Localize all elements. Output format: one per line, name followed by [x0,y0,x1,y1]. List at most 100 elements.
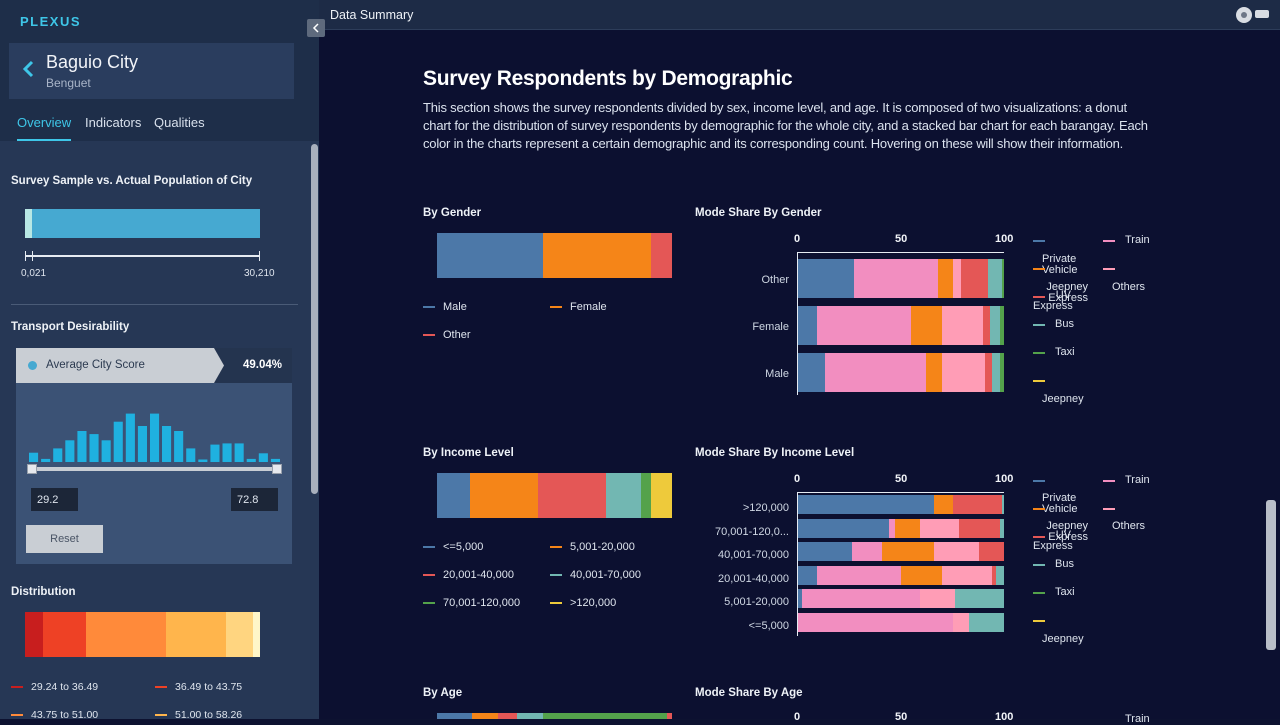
histogram-bar[interactable] [41,458,51,462]
histogram-bar[interactable] [137,426,147,462]
histogram-bar[interactable] [186,448,196,462]
mode-share-segment[interactable] [985,353,992,392]
share-segment[interactable] [606,473,642,518]
histogram-bar[interactable] [222,443,232,462]
range-max-input[interactable]: 72.8 [231,488,278,511]
histogram-bar[interactable] [270,458,280,462]
income-share-bar[interactable] [437,473,673,518]
range-min-input[interactable]: 29.2 [31,488,78,511]
mode-share-segment[interactable] [987,259,1002,298]
mode-share-income-chart[interactable] [798,495,1004,636]
distribution-band[interactable] [225,612,253,657]
histogram-bar[interactable] [77,431,87,462]
histogram-bar[interactable] [53,448,63,462]
share-segment[interactable] [469,473,539,518]
mode-share-segment[interactable] [798,612,953,632]
share-segment[interactable] [538,473,607,518]
mode-share-segment[interactable] [958,518,1000,538]
mode-share-segment[interactable] [989,306,1000,345]
histogram-bar[interactable] [234,443,244,462]
histogram-bar[interactable] [113,421,123,462]
mode-share-segment[interactable] [960,259,988,298]
mode-share-row[interactable] [798,612,1004,632]
histogram-bar[interactable] [246,458,256,462]
histogram-bar[interactable] [150,413,160,462]
mode-share-segment[interactable] [919,589,955,608]
mode-share-segment[interactable] [933,542,980,561]
sidebar-scrollbar[interactable] [311,144,318,494]
mode-share-segment[interactable] [991,565,996,585]
histogram-bar[interactable] [258,453,268,462]
share-segment[interactable] [437,233,543,278]
brand-logo[interactable]: PLEXUS [20,14,82,29]
share-segment[interactable] [437,713,473,719]
collapse-sidebar-button[interactable] [307,19,325,37]
histogram-bar[interactable] [125,413,135,462]
histogram-bar[interactable] [174,431,184,462]
mode-share-segment[interactable] [798,259,854,298]
mode-share-segment[interactable] [942,565,992,585]
mode-share-segment[interactable] [983,306,990,345]
histogram-bar[interactable] [101,440,111,462]
range-min-handle[interactable] [27,464,37,474]
mode-share-segment[interactable] [933,495,953,514]
mode-share-segment[interactable] [900,565,943,585]
mode-share-segment[interactable] [919,518,959,538]
mode-share-segment[interactable] [1001,259,1004,298]
mode-share-row[interactable] [798,565,1004,585]
mode-share-segment[interactable] [816,306,912,345]
tab-overview[interactable]: Overview [17,115,72,130]
mode-share-segment[interactable] [798,542,852,561]
share-segment[interactable] [437,473,470,518]
histogram-bar[interactable] [210,444,220,462]
mode-share-segment[interactable] [802,589,920,608]
share-segment[interactable] [650,233,672,278]
age-share-bar[interactable] [437,713,672,719]
mode-share-segment[interactable] [979,542,1004,561]
back-chevron-icon[interactable] [19,59,39,79]
share-segment[interactable] [472,713,499,719]
histogram-bar[interactable] [89,434,99,462]
mode-share-segment[interactable] [991,353,1000,392]
mode-share-segment[interactable] [894,518,920,538]
distribution-band[interactable] [86,612,166,657]
mode-share-segment[interactable] [999,306,1005,345]
mode-share-segment[interactable] [952,259,961,298]
histogram-bar[interactable] [162,426,172,462]
mode-share-segment[interactable] [798,518,889,538]
share-segment[interactable] [498,713,517,719]
share-segment[interactable] [516,713,543,719]
mode-share-row[interactable] [798,259,1004,298]
share-segment[interactable] [641,473,651,518]
mode-share-segment[interactable] [888,518,895,538]
range-track[interactable] [32,467,278,471]
mode-share-segment[interactable] [824,353,926,392]
mode-share-segment[interactable] [798,565,817,585]
mode-share-segment[interactable] [798,306,817,345]
mode-share-segment[interactable] [798,495,934,514]
reset-button[interactable]: Reset [26,525,103,553]
mode-share-row[interactable] [798,353,1004,392]
mode-share-segment[interactable] [851,542,883,561]
mode-share-segment[interactable] [925,353,943,392]
distribution-band[interactable] [166,612,226,657]
mode-share-segment[interactable] [968,612,1004,632]
mode-share-segment[interactable] [1001,495,1004,514]
share-segment[interactable] [542,713,668,719]
mode-share-row[interactable] [798,518,1004,538]
mode-share-segment[interactable] [798,353,825,392]
main-scrollbar[interactable] [1266,500,1276,650]
mode-share-segment[interactable] [816,565,901,585]
mode-share-segment[interactable] [853,259,939,298]
mode-share-segment[interactable] [995,565,1004,585]
gender-share-bar[interactable] [437,233,672,278]
range-max-handle[interactable] [272,464,282,474]
tab-qualities[interactable]: Qualities [154,115,205,130]
mode-share-segment[interactable] [952,612,969,632]
distribution-band[interactable] [42,612,87,657]
mode-share-row[interactable] [798,542,1004,561]
mode-share-segment[interactable] [952,495,1002,514]
mode-share-segment[interactable] [954,589,1004,608]
mode-share-segment[interactable] [942,353,986,392]
tab-indicators[interactable]: Indicators [85,115,142,130]
